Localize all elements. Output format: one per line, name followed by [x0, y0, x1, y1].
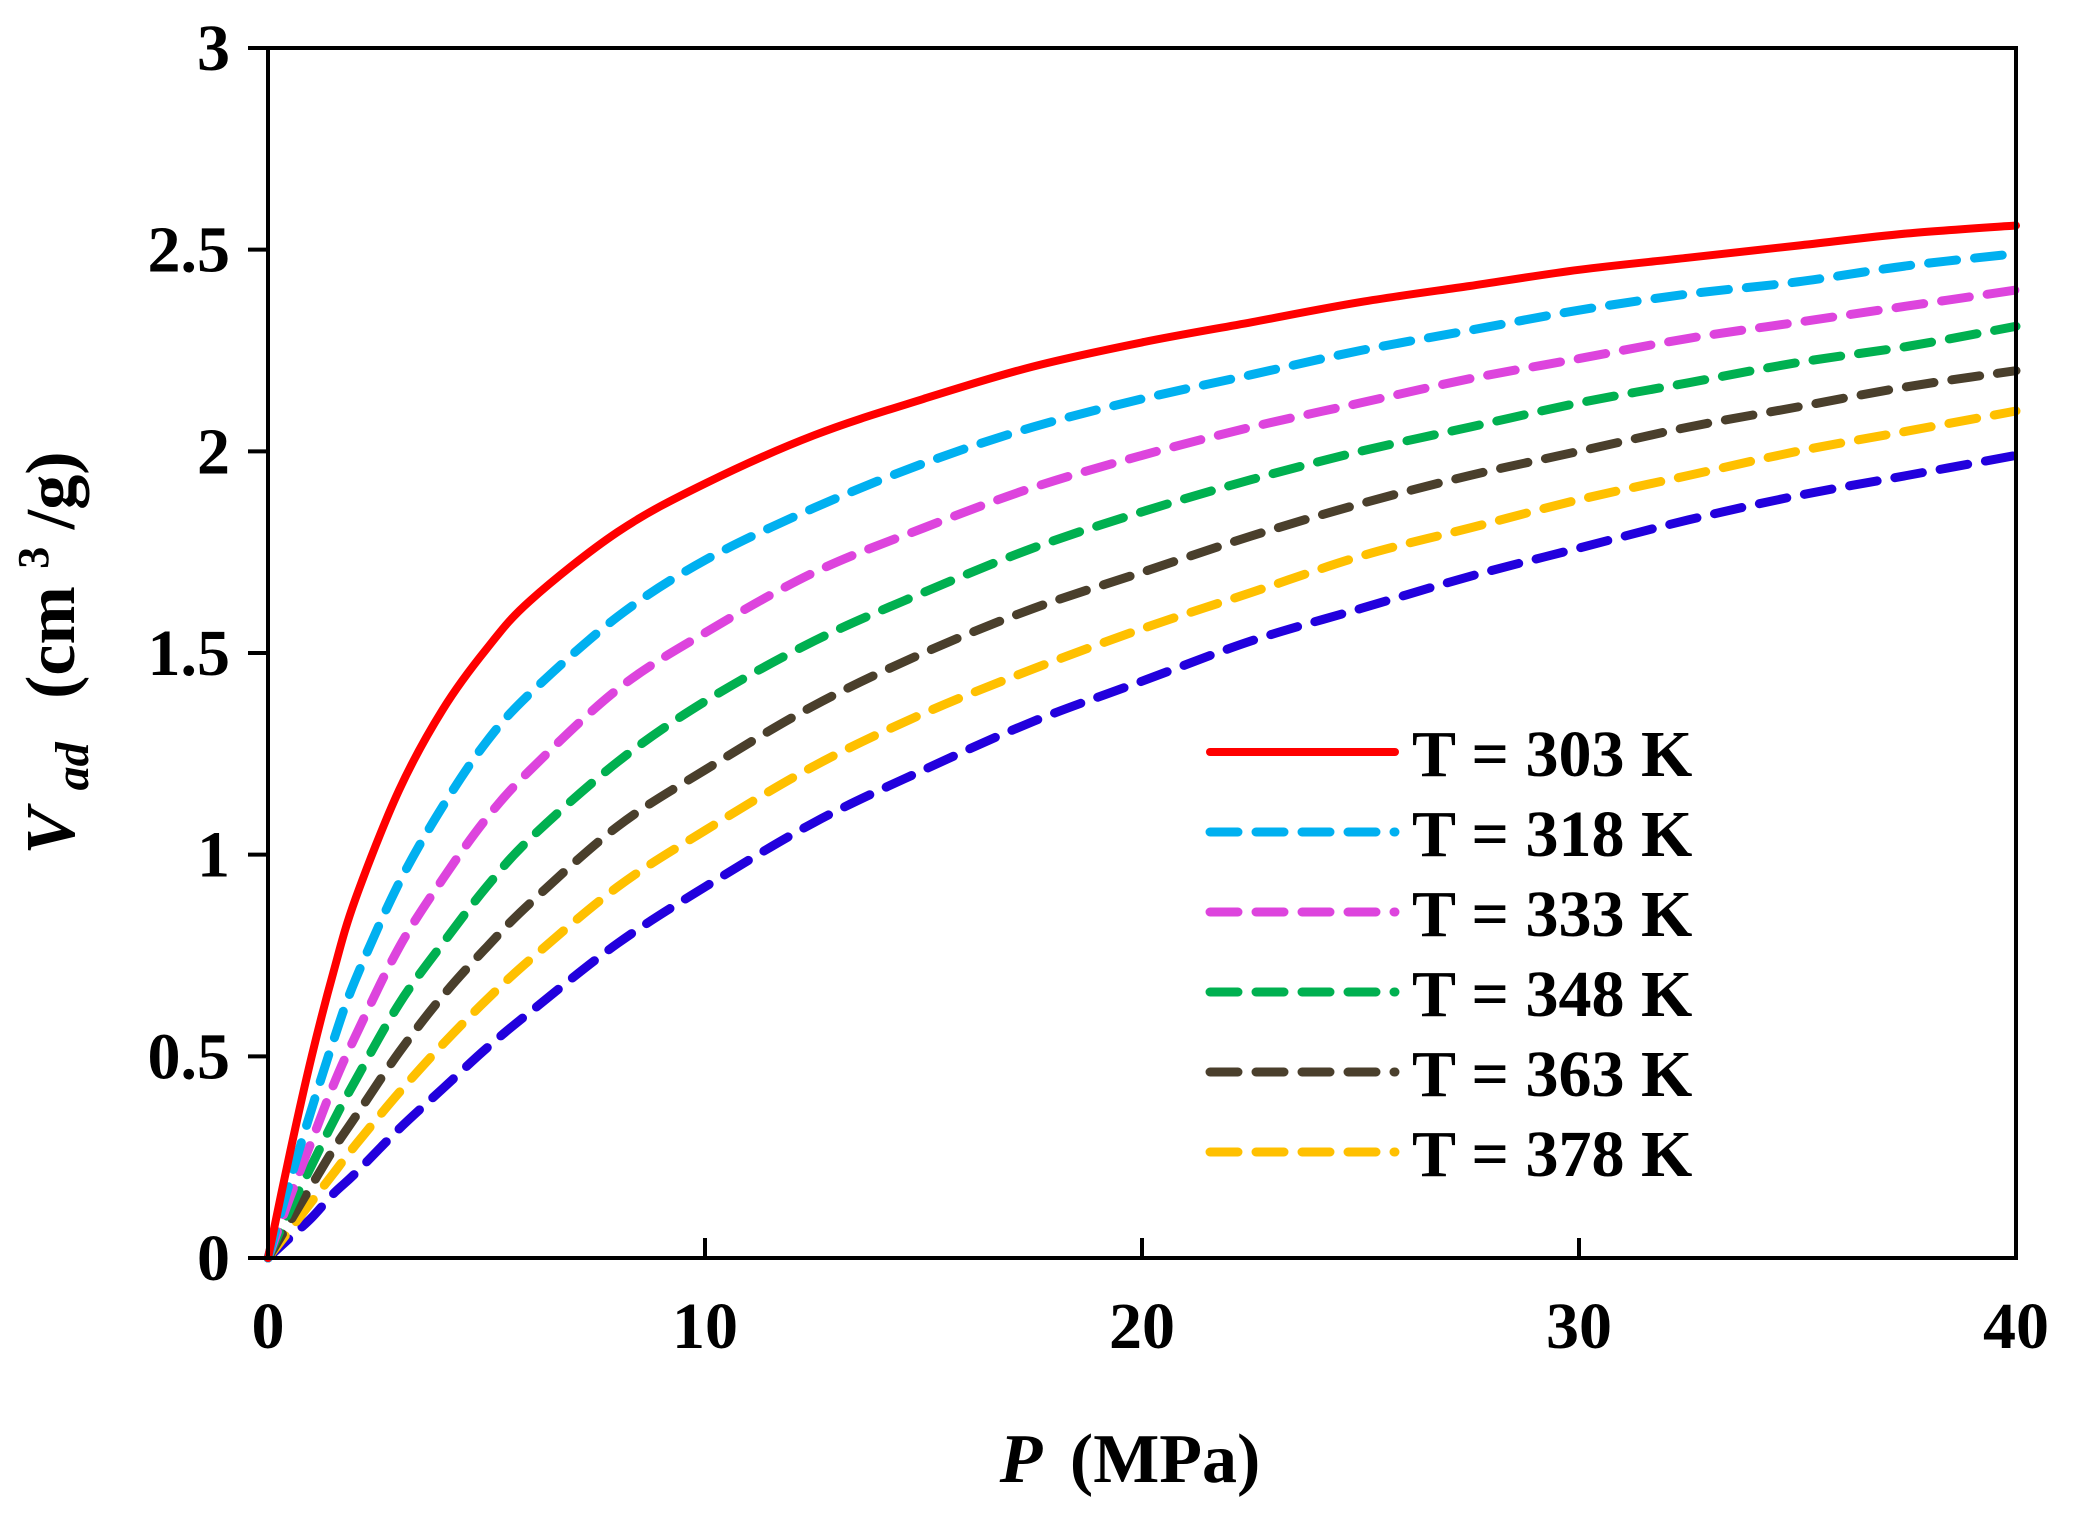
y-axis-title: V ad (cm 3 /g): [0, 451, 104, 854]
x-tick-label: 20: [1109, 1290, 1175, 1363]
x-tick-label: 40: [1983, 1290, 2049, 1363]
series-line-t-318-k: [263, 249, 2021, 1263]
series-line-t-393-k: [263, 450, 2021, 1263]
y-tick-label: 0.5: [148, 1020, 231, 1093]
x-axis-variable: P: [999, 1421, 1044, 1498]
series-layer: [263, 221, 2021, 1263]
legend-label: T = 333 K: [1412, 878, 1692, 951]
x-tick-label: 10: [672, 1290, 738, 1363]
series-line-t-378-k: [263, 406, 2021, 1263]
legend-label: T = 303 K: [1412, 718, 1692, 791]
series-line-t-333-k: [263, 285, 2021, 1263]
y-axis-unit-superscript: 3: [9, 547, 58, 569]
x-tick-label: 0: [252, 1290, 285, 1363]
x-tick-label: 30: [1546, 1290, 1612, 1363]
legend-label: T = 363 K: [1412, 1038, 1692, 1111]
legend-label: T = 318 K: [1412, 798, 1692, 871]
series-line-t-348-k: [263, 321, 2021, 1263]
plot-area-frame: [266, 46, 2018, 1260]
y-tick-label: 1: [197, 819, 230, 892]
y-tick-label: 1.5: [148, 617, 231, 690]
y-tick-label: 3: [197, 12, 230, 85]
legend-label: T = 378 K: [1412, 1118, 1692, 1191]
y-axis-subscript: ad: [46, 741, 99, 790]
legend: T = 303 KT = 318 KT = 333 KT = 348 KT = …: [1205, 718, 1692, 1191]
y-tick-label: 2: [197, 415, 230, 488]
series-line-t-363-k: [263, 366, 2021, 1263]
y-axis-unit-end: /g): [13, 451, 90, 530]
y-axis-unit-start: (cm: [13, 586, 90, 699]
x-axis-title: P (MPa): [999, 1421, 1261, 1498]
x-axis-unit: (MPa): [1070, 1421, 1260, 1498]
legend-label: T = 348 K: [1412, 958, 1692, 1031]
y-tick-label: 2.5: [148, 214, 231, 287]
y-tick-label: 0: [197, 1222, 230, 1295]
axis-ticks: 0 10 20 30 40 0 0.5 1 1.5 2 2.5 3: [148, 12, 2050, 1363]
y-axis-variable: V: [13, 803, 90, 855]
series-line-t-303-k: [264, 221, 2020, 1262]
